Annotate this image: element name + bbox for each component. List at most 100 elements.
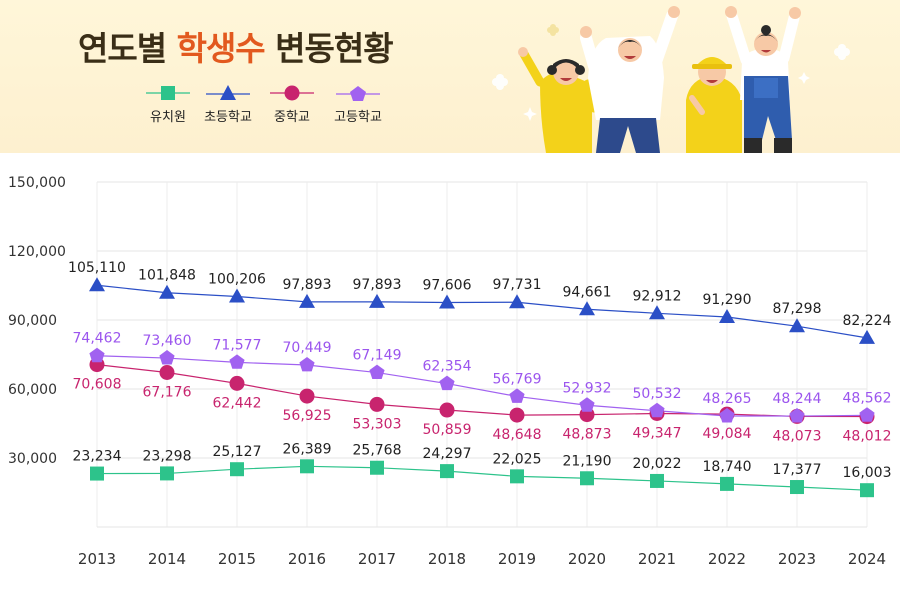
circle-icon (270, 85, 314, 101)
title-suffix: 변동현황 (264, 29, 393, 68)
y-tick-label: 120,000 (8, 244, 66, 260)
data-label: 23,298 (143, 448, 192, 464)
x-tick-label: 2019 (498, 550, 536, 568)
data-label: 70,449 (283, 340, 332, 356)
data-label: 48,012 (843, 429, 892, 445)
triangle-marker (579, 301, 595, 316)
y-tick-label: 30,000 (8, 451, 57, 467)
pentagon-marker (229, 354, 245, 369)
pentagon-marker (719, 408, 735, 423)
x-tick-label: 2017 (358, 550, 396, 568)
title-prefix: 연도별 (78, 29, 177, 68)
data-label: 49,084 (703, 426, 752, 442)
page-title: 연도별 학생수 변동현황 (78, 22, 394, 70)
square-marker (300, 459, 314, 474)
data-label: 21,190 (563, 453, 612, 469)
data-label: 74,462 (73, 331, 122, 347)
x-tick-label: 2014 (148, 550, 186, 568)
data-label: 97,731 (493, 277, 542, 293)
data-label: 48,562 (843, 390, 892, 406)
triangle-marker (299, 293, 315, 308)
girl-figure (518, 47, 599, 153)
y-tick-label: 150,000 (8, 175, 66, 191)
data-label: 50,859 (423, 422, 472, 438)
data-label: 48,648 (493, 427, 542, 443)
data-labels: 23,234 23,298 25,127 26,389 25,768 24,297 22,0… (68, 260, 892, 481)
data-label: 49,347 (633, 426, 682, 442)
triangle-marker (719, 309, 735, 324)
series-line (96, 465, 868, 491)
data-label: 97,893 (353, 277, 402, 293)
x-tick-label: 2021 (638, 550, 676, 568)
x-tick-label: 2023 (778, 550, 816, 568)
square-marker (510, 469, 524, 484)
data-label: 82,224 (843, 313, 892, 329)
chart-grid (96, 181, 868, 528)
legend-item-middle: 중학교 (264, 84, 334, 128)
triangle-marker (439, 294, 455, 309)
circle-marker (369, 396, 385, 412)
series-lines (96, 284, 868, 491)
data-label: 94,661 (563, 284, 612, 300)
triangle-marker (859, 329, 875, 344)
data-label: 62,442 (213, 395, 262, 411)
students-illustration (492, 6, 850, 153)
data-label: 71,577 (213, 337, 262, 353)
data-label: 16,003 (843, 465, 892, 481)
square-marker (160, 466, 174, 481)
legend-label: 중학교 (274, 110, 310, 125)
square-marker (720, 476, 734, 491)
data-label: 70,608 (73, 377, 122, 393)
pentagon-marker (159, 350, 175, 365)
data-label: 100,206 (208, 272, 266, 288)
data-label: 67,176 (143, 384, 192, 400)
pentagon-marker (89, 347, 105, 363)
x-tick-label: 2018 (428, 550, 466, 568)
x-tick-label: 2024 (848, 550, 886, 568)
pentagon-marker (859, 407, 875, 422)
x-tick-label: 2022 (708, 550, 746, 568)
data-label: 48,873 (563, 427, 612, 443)
data-label: 48,265 (703, 391, 752, 407)
y-tick-label: 90,000 (8, 313, 57, 329)
data-label: 53,303 (353, 416, 402, 432)
circle-marker (509, 407, 525, 423)
square-marker (90, 466, 104, 481)
data-label: 92,912 (633, 288, 682, 304)
data-label: 25,768 (353, 443, 402, 459)
legend-label: 유치원 (150, 110, 186, 125)
triangle-marker (649, 305, 665, 320)
triangle-marker (159, 284, 175, 299)
data-label: 50,532 (633, 386, 682, 402)
pentagon-marker (369, 364, 385, 379)
square-marker (370, 460, 384, 475)
triangle-marker (89, 277, 105, 292)
circle-marker (229, 375, 245, 391)
x-tick-label: 2016 (288, 550, 326, 568)
data-label: 67,149 (353, 348, 402, 364)
circle-marker (299, 388, 315, 404)
x-tick-label: 2015 (218, 550, 256, 568)
circle-marker (159, 364, 175, 380)
kid-cap-figure (686, 57, 742, 153)
pentagon-marker (579, 397, 595, 412)
data-label: 25,127 (213, 444, 262, 460)
overalls-figure (725, 6, 801, 153)
data-label: 18,740 (703, 459, 752, 475)
data-label: 48,244 (773, 391, 822, 407)
sparkle-icon (492, 44, 850, 90)
pentagon-marker (509, 388, 525, 403)
data-label: 52,932 (563, 380, 612, 396)
legend-label: 고등학교 (334, 110, 382, 125)
data-label: 97,893 (283, 277, 332, 293)
triangle-marker (509, 294, 525, 309)
legend-item-high: 고등학교 (330, 84, 400, 128)
data-label: 101,848 (138, 268, 196, 284)
x-tick-label: 2020 (568, 550, 606, 568)
legend-item-elementary: 초등학교 (200, 84, 270, 128)
data-label: 26,389 (283, 441, 332, 457)
legend-label: 초등학교 (204, 110, 252, 125)
square-marker (580, 471, 594, 486)
